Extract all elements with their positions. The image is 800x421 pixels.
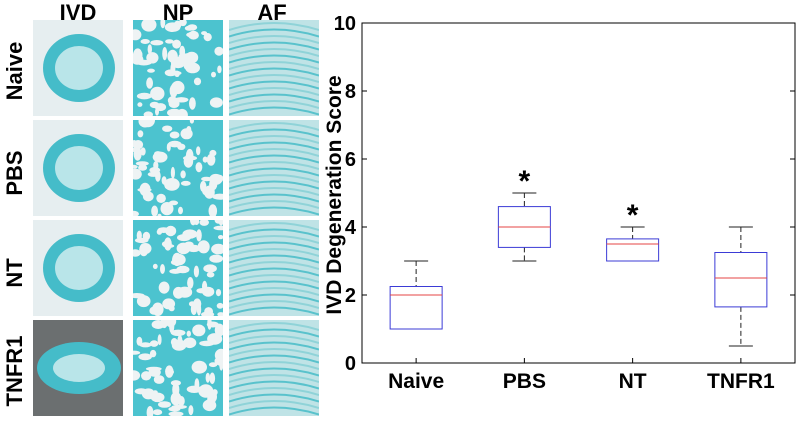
y-tick-label: 0 — [345, 353, 356, 375]
plot-axes — [361, 22, 796, 364]
box-tnfr1 — [714, 226, 768, 347]
histology-tile-nt-np — [133, 220, 223, 316]
row-header-tnfr1: TNFR1 — [2, 335, 27, 407]
row-header-pbs: PBS — [2, 150, 27, 196]
histology-tile-tnfr1-af — [229, 320, 319, 416]
histology-tile-naive-af — [229, 20, 319, 116]
x-tick-label: PBS — [503, 370, 546, 393]
x-tick-label: Naive — [388, 370, 444, 393]
y-tick-label: 8 — [345, 81, 356, 103]
row-header-naive: Naive — [2, 41, 27, 101]
y-axis-label: IVD Degeneration Score — [323, 75, 346, 314]
y-tick-label: 4 — [345, 217, 357, 239]
x-tick-label: NT — [619, 370, 647, 393]
histology-tile-naive-ivd — [33, 20, 123, 116]
y-tick-label: 6 — [345, 149, 356, 171]
significance-marker: * — [627, 199, 639, 232]
box-naive — [389, 260, 443, 330]
plot-frame — [361, 22, 796, 364]
histology-tile-tnfr1-ivd — [33, 320, 123, 416]
histology-tile-tnfr1-np — [133, 320, 223, 416]
histology-tile-nt-ivd — [33, 220, 123, 316]
y-tick-label: 2 — [345, 285, 356, 307]
histology-tile-nt-af — [229, 220, 319, 316]
box-iqr — [606, 238, 660, 262]
tick-labels: 0 2 4 6 8 10 Naive PBS NT TNFR1 — [334, 13, 775, 393]
histology-tile-pbs-ivd — [33, 120, 123, 216]
box-series: ** — [389, 165, 768, 347]
x-tick-label: TNFR1 — [707, 370, 775, 393]
histology-tile-naive-np — [133, 20, 223, 116]
significance-marker: * — [519, 165, 531, 198]
box-iqr — [389, 286, 443, 330]
y-tick-label: 10 — [334, 13, 356, 35]
histology-tile-pbs-af — [229, 120, 319, 216]
box-nt: * — [606, 199, 660, 262]
box-iqr — [714, 252, 768, 308]
histology-tile-pbs-np — [133, 120, 223, 216]
row-header-nt: NT — [2, 258, 27, 288]
box-pbs: * — [497, 165, 551, 262]
